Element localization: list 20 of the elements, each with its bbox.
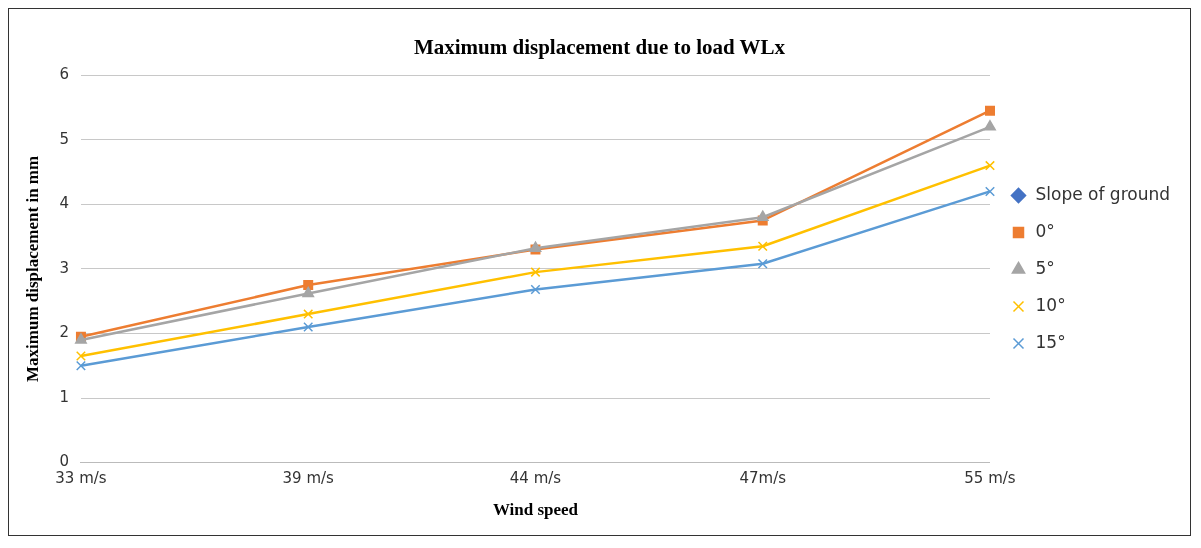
x-axis-title: Wind speed: [492, 500, 579, 520]
legend-label: 5°: [1035, 257, 1055, 278]
y-tick-label: 5: [59, 129, 69, 148]
x-tick-label: 55 m/s: [964, 469, 1016, 488]
legend-label: 0°: [1035, 220, 1055, 241]
chart-title: Maximum displacement due to load WLx: [413, 35, 786, 60]
x-tick-label: 47m/s: [739, 469, 787, 488]
y-tick-label: 0: [59, 452, 69, 471]
y-tick-label: 3: [59, 258, 69, 277]
y-axis-title: Maximum displacement in mm: [22, 155, 42, 382]
legend-label: 10°: [1035, 294, 1066, 315]
legend-label: Slope of ground: [1035, 183, 1171, 204]
y-tick-label: 2: [59, 323, 69, 342]
y-tick-label: 4: [59, 194, 69, 213]
x-tick-label: 33 m/s: [55, 469, 107, 488]
x-tick-label: 39 m/s: [282, 469, 335, 488]
x-tick-label: 44 m/s: [509, 469, 562, 488]
y-tick-label: 6: [59, 65, 69, 84]
y-tick-label: 1: [59, 387, 69, 406]
legend-label: 15°: [1035, 331, 1066, 352]
